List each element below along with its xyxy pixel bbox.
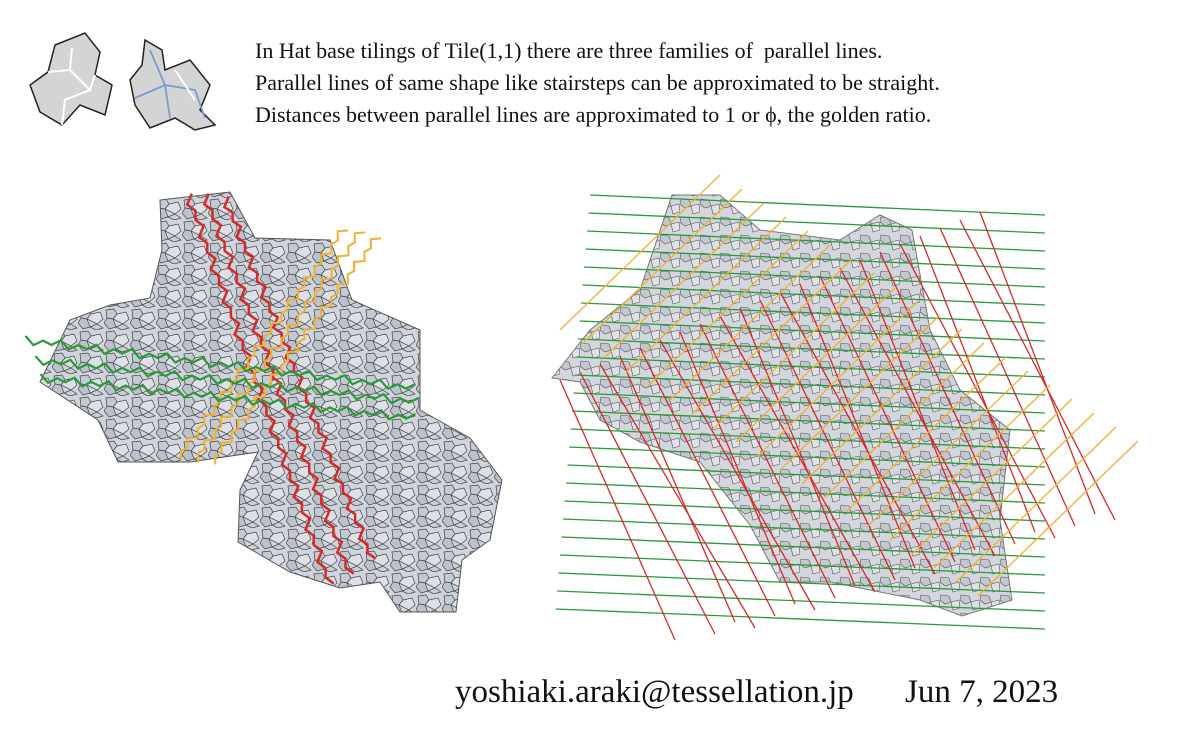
grid-line	[599, 363, 756, 629]
grid-line	[759, 299, 896, 581]
stair-line	[213, 237, 382, 465]
grid-line	[867, 370, 1029, 527]
grid-line	[735, 286, 897, 443]
grid-line	[979, 211, 1096, 515]
grid-line	[582, 284, 1046, 306]
grid-line	[559, 554, 1046, 576]
grid-line	[977, 440, 1139, 597]
grid-line	[571, 410, 1046, 432]
grid-line	[739, 307, 856, 587]
grid-line	[568, 446, 1046, 468]
grid-line	[679, 331, 796, 605]
description: In Hat base tilings of Tile(1,1) there a…	[255, 38, 940, 127]
grid-line	[911, 398, 1073, 555]
grid-line	[647, 230, 809, 387]
grid-line	[564, 500, 1046, 522]
stair-line	[34, 355, 419, 405]
grid-line	[823, 342, 985, 499]
grid-line	[619, 355, 736, 623]
grid-line	[779, 314, 941, 471]
grid-line	[889, 384, 1051, 541]
desc-line: In Hat base tilings of Tile(1,1) there a…	[255, 38, 882, 63]
grid-line	[559, 174, 721, 331]
grid-line	[555, 608, 1046, 630]
grid-line	[699, 323, 836, 599]
grid-line	[819, 275, 956, 563]
grid-line	[581, 188, 743, 345]
grid-line	[559, 379, 676, 641]
stair-line	[222, 196, 377, 560]
grid-line	[639, 347, 776, 617]
grid-line	[879, 251, 1016, 545]
desc-line: Distances between parallel lines are app…	[255, 102, 931, 127]
grid-line	[576, 356, 1046, 378]
grid-line	[580, 302, 1046, 324]
grid-line	[574, 374, 1046, 396]
grid-line	[603, 202, 765, 359]
grid-line	[556, 590, 1046, 612]
credit: yoshiaki.araki@tessellation.jp	[455, 674, 854, 710]
grid-line	[955, 426, 1117, 583]
stair-line	[39, 373, 416, 421]
footer: yoshiaki.araki@tessellation.jp Jun 7, 20…	[455, 674, 1058, 710]
hat-icon	[29, 32, 113, 126]
grid-line	[570, 428, 1046, 450]
grid-line	[799, 283, 916, 569]
left-tiling	[39, 191, 503, 613]
right-tiling	[551, 194, 1013, 617]
grid-line	[625, 216, 787, 373]
date: Jun 7, 2023	[905, 674, 1058, 710]
grid-line	[713, 272, 875, 429]
right-lines	[555, 174, 1139, 641]
grid-line	[959, 219, 1116, 521]
desc-line: Parallel lines of same shape like stairs…	[255, 70, 940, 95]
grid-line	[579, 320, 1046, 342]
grid-line	[567, 464, 1046, 486]
grid-line	[669, 244, 831, 401]
stair-line	[24, 335, 416, 391]
grid-line	[583, 266, 1046, 288]
grid-line	[939, 227, 1076, 527]
grid-line	[757, 300, 919, 457]
grid-line	[558, 572, 1046, 594]
left-lines	[24, 193, 419, 585]
grid-line	[589, 194, 1046, 216]
grid-line	[845, 356, 1007, 513]
grid-line	[859, 259, 976, 551]
stair-line	[196, 231, 366, 463]
grid-line	[586, 230, 1046, 252]
grid-line	[801, 328, 963, 485]
stair-line	[179, 229, 349, 461]
grid-line	[588, 212, 1046, 234]
grid-line	[933, 412, 1095, 569]
grid-line	[561, 536, 1046, 558]
stair-line	[185, 193, 335, 585]
hat-icon	[129, 38, 217, 131]
grid-line	[562, 518, 1046, 540]
grid-line	[691, 258, 853, 415]
grid-line	[579, 371, 716, 635]
grid-line	[899, 243, 1056, 539]
